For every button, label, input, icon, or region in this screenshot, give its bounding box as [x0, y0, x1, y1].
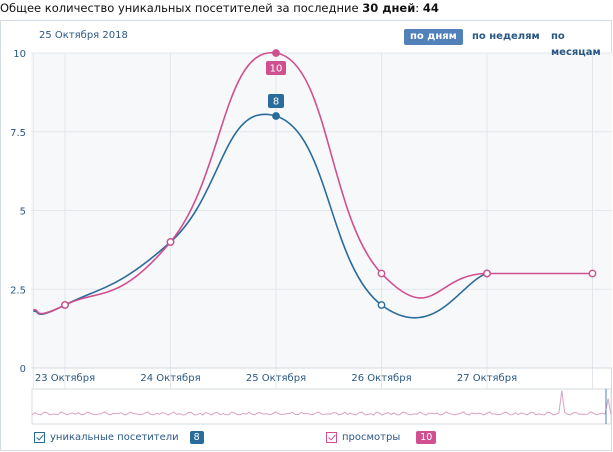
- data-point: [483, 269, 491, 278]
- x-tick-label: 26 Октября: [351, 373, 411, 384]
- period-days-button[interactable]: по дням: [404, 29, 463, 45]
- data-point: [377, 269, 386, 278]
- legend-views-value: 10: [416, 430, 437, 444]
- x-tick-label: 27 Октября: [457, 373, 517, 384]
- y-tick-label: 2.5: [10, 285, 26, 296]
- legend-unique-label: уникальные посетители: [50, 431, 179, 443]
- data-label: 10: [270, 64, 283, 75]
- data-point: [272, 112, 280, 120]
- headline-days: 30 дней: [362, 1, 416, 15]
- headline-colon: :: [415, 1, 420, 15]
- checkbox-views[interactable]: [326, 431, 337, 443]
- legend-views-label: просмотры: [342, 431, 401, 443]
- x-tick-label: 23 Октября: [35, 373, 95, 384]
- y-tick-label: 7.5: [10, 128, 26, 139]
- x-tick-label: 25 Октября: [246, 373, 306, 384]
- series-line-views: [33, 52, 593, 315]
- data-point: [377, 301, 386, 309]
- headline-total: 44: [422, 1, 439, 15]
- data-label-badge: [268, 94, 284, 108]
- navigator-series: [31, 390, 612, 416]
- y-tick-label: 5: [20, 207, 26, 218]
- data-label-badge: [266, 61, 286, 75]
- period-months-button[interactable]: по месяцам: [551, 31, 601, 58]
- data-label: 8: [273, 97, 279, 108]
- hover-date-label: 25 Октября 2018: [39, 30, 128, 41]
- x-tick-label: 24 Октября: [140, 373, 200, 384]
- legend-views[interactable]: просмотры 10: [326, 430, 437, 444]
- period-weeks-button[interactable]: по неделям: [472, 31, 540, 42]
- page-title: Общее количество уникальных посетителей …: [0, 1, 439, 15]
- y-tick-label: 0: [20, 364, 26, 375]
- legend-unique-visitors[interactable]: уникальные посетители 8: [34, 430, 204, 444]
- headline-prefix: Общее количество уникальных посетителей …: [0, 1, 359, 15]
- data-point: [272, 49, 280, 57]
- data-point: [588, 269, 597, 278]
- data-point: [166, 238, 175, 246]
- navigator-box: [31, 388, 612, 425]
- checkbox-unique-visitors[interactable]: [34, 431, 45, 443]
- y-tick-label: 10: [13, 49, 26, 60]
- data-point: [61, 301, 69, 309]
- legend-unique-value: 8: [189, 430, 204, 444]
